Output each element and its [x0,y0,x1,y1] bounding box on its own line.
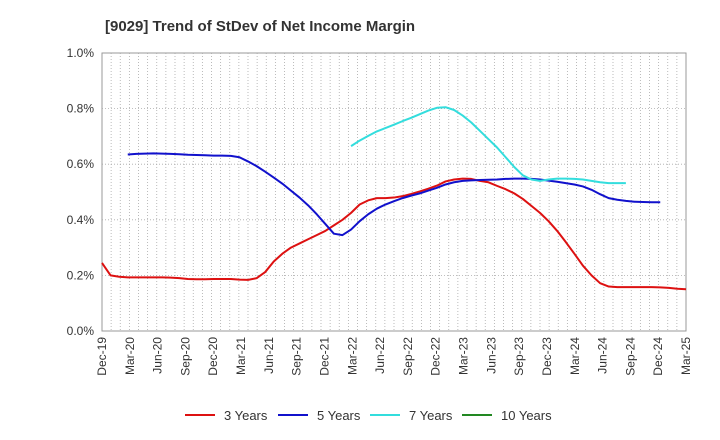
x-tick-label: Dec-21 [317,337,331,376]
x-tick-label: Jun-24 [596,337,610,374]
x-tick-label: Sep-21 [290,337,304,376]
y-axis: 0.0% 0.2% 0.4% 0.6% 0.8% 1.0% [67,46,95,338]
x-tick-label: Jun-20 [151,337,165,374]
series-lines [101,106,687,291]
legend: 3 Years 5 Years 7 Years 10 Years [185,408,552,423]
legend-label: 5 Years [317,408,361,423]
x-tick-label: Dec-19 [95,337,109,376]
y-tick-label: 0.6% [67,157,95,171]
x-tick-label: Dec-20 [206,337,220,376]
grid-lines [102,53,686,331]
series-line-3 [350,106,626,185]
x-tick-label: Sep-23 [512,337,526,376]
x-tick-label: Jun-23 [484,337,498,374]
y-tick-label: 0.4% [67,213,95,227]
x-tick-label: Jun-21 [262,337,276,374]
x-tick-label: Dec-22 [429,337,443,376]
x-tick-label: Dec-23 [540,337,554,376]
x-tick-label: Mar-24 [568,337,582,375]
x-tick-label: Dec-24 [651,337,665,376]
chart-title: [9029] Trend of StDev of Net Income Marg… [105,18,415,35]
x-tick-label: Mar-21 [234,337,248,375]
y-tick-label: 0.0% [67,324,95,338]
x-tick-label: Mar-22 [345,337,359,375]
y-tick-label: 0.8% [67,102,95,116]
x-tick-label: Sep-20 [178,337,192,376]
legend-label: 3 Years [224,408,268,423]
legend-label: 10 Years [501,408,552,423]
y-tick-label: 0.2% [67,268,95,282]
series-line-2 [127,152,661,237]
series-line-1 [101,177,687,291]
x-tick-label: Mar-20 [123,337,137,375]
x-tick-label: Sep-24 [623,337,637,376]
x-tick-label: Sep-22 [401,337,415,376]
x-tick-label: Mar-25 [679,337,693,375]
y-tick-label: 1.0% [67,46,95,60]
x-tick-label: Mar-23 [457,337,471,375]
x-tick-label: Jun-22 [373,337,387,374]
legend-label: 7 Years [409,408,453,423]
x-axis: Dec-19 Mar-20 Jun-20 Sep-20 Dec-20 Mar-21 Jun-… [95,337,693,376]
